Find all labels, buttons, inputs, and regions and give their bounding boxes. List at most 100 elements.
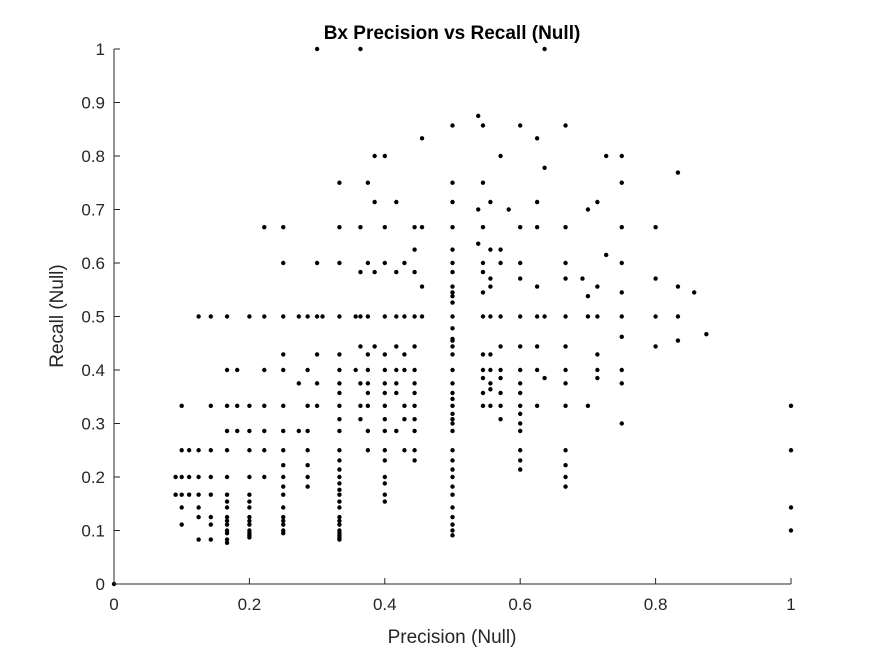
data-point [563, 381, 568, 386]
data-point [518, 448, 523, 453]
data-point [358, 269, 363, 275]
data-point [412, 269, 417, 275]
data-point [788, 528, 794, 533]
data-point [372, 269, 377, 275]
data-point [603, 153, 609, 159]
data-point [382, 314, 387, 319]
data-point [788, 448, 794, 453]
data-point [262, 403, 267, 409]
data-point [358, 224, 363, 230]
data-point [518, 344, 523, 349]
data-point [281, 484, 286, 489]
data-point [450, 421, 455, 426]
data-point [563, 344, 568, 349]
data-point [296, 314, 302, 319]
data-point [224, 540, 230, 546]
data-point [450, 522, 455, 527]
chart-title: Bx Precision vs Recall (Null) [324, 23, 581, 44]
data-point [498, 247, 503, 252]
x-tick-label: 0.4 [373, 595, 397, 614]
data-point [412, 314, 417, 319]
data-point [402, 417, 407, 422]
data-point [595, 284, 600, 289]
data-point [480, 314, 486, 319]
data-point [534, 367, 540, 373]
data-point [382, 390, 387, 396]
data-point [450, 458, 455, 463]
data-point [488, 403, 493, 409]
data-point [382, 458, 387, 463]
data-point [595, 375, 600, 381]
data-point [619, 260, 624, 266]
data-point [314, 260, 320, 266]
y-axis-label: Recall (Null) [47, 264, 68, 367]
data-point [281, 352, 286, 357]
data-point [382, 448, 387, 453]
data-point [498, 153, 503, 159]
data-point [365, 403, 371, 409]
data-point [247, 448, 252, 453]
data-point [480, 375, 486, 381]
data-point [247, 499, 252, 504]
data-point [337, 428, 342, 434]
data-point [498, 314, 503, 319]
data-point [488, 352, 493, 357]
data-point [788, 505, 794, 510]
data-point [208, 403, 214, 409]
data-point [563, 224, 568, 230]
data-point [450, 293, 455, 299]
data-point [450, 381, 455, 386]
data-point [179, 492, 184, 497]
x-axis-label: Precision (Null) [388, 627, 517, 648]
data-point [337, 458, 342, 463]
data-point [281, 514, 286, 520]
data-point [563, 260, 568, 266]
data-point [563, 276, 568, 281]
data-point [450, 484, 455, 489]
data-point [580, 276, 585, 281]
data-point [224, 492, 230, 497]
data-point [281, 505, 286, 510]
data-point [585, 314, 591, 319]
data-point [542, 375, 547, 381]
y-tick-label: 0.8 [81, 147, 105, 166]
data-point [450, 417, 455, 422]
data-point [305, 314, 310, 319]
data-point [247, 518, 252, 524]
data-point [542, 314, 547, 319]
data-point [480, 123, 486, 128]
data-point [402, 352, 407, 357]
x-tick-label: 0.6 [508, 595, 532, 614]
data-point [480, 390, 486, 396]
data-point [305, 463, 310, 468]
data-point [518, 260, 523, 266]
data-point [296, 428, 302, 434]
data-point [412, 390, 417, 396]
data-point [235, 403, 240, 409]
data-point [619, 290, 624, 295]
data-point [704, 331, 709, 337]
data-point [196, 314, 201, 319]
data-point [619, 224, 624, 230]
data-point [224, 518, 230, 524]
data-point [480, 269, 486, 275]
data-point [450, 224, 455, 230]
data-point [337, 403, 342, 409]
data-point [394, 344, 399, 349]
data-point [450, 180, 455, 185]
data-point [412, 247, 417, 252]
data-point [262, 448, 267, 453]
data-point [534, 224, 540, 230]
data-point [358, 381, 363, 386]
data-point [224, 514, 230, 520]
data-point [358, 403, 363, 409]
data-point [450, 199, 455, 205]
data-point [208, 314, 214, 319]
data-point [534, 344, 540, 349]
data-point [563, 314, 568, 319]
data-point [305, 484, 310, 489]
data-point [619, 314, 624, 319]
data-point [518, 403, 523, 409]
data-point [365, 352, 371, 357]
data-point [518, 367, 523, 373]
